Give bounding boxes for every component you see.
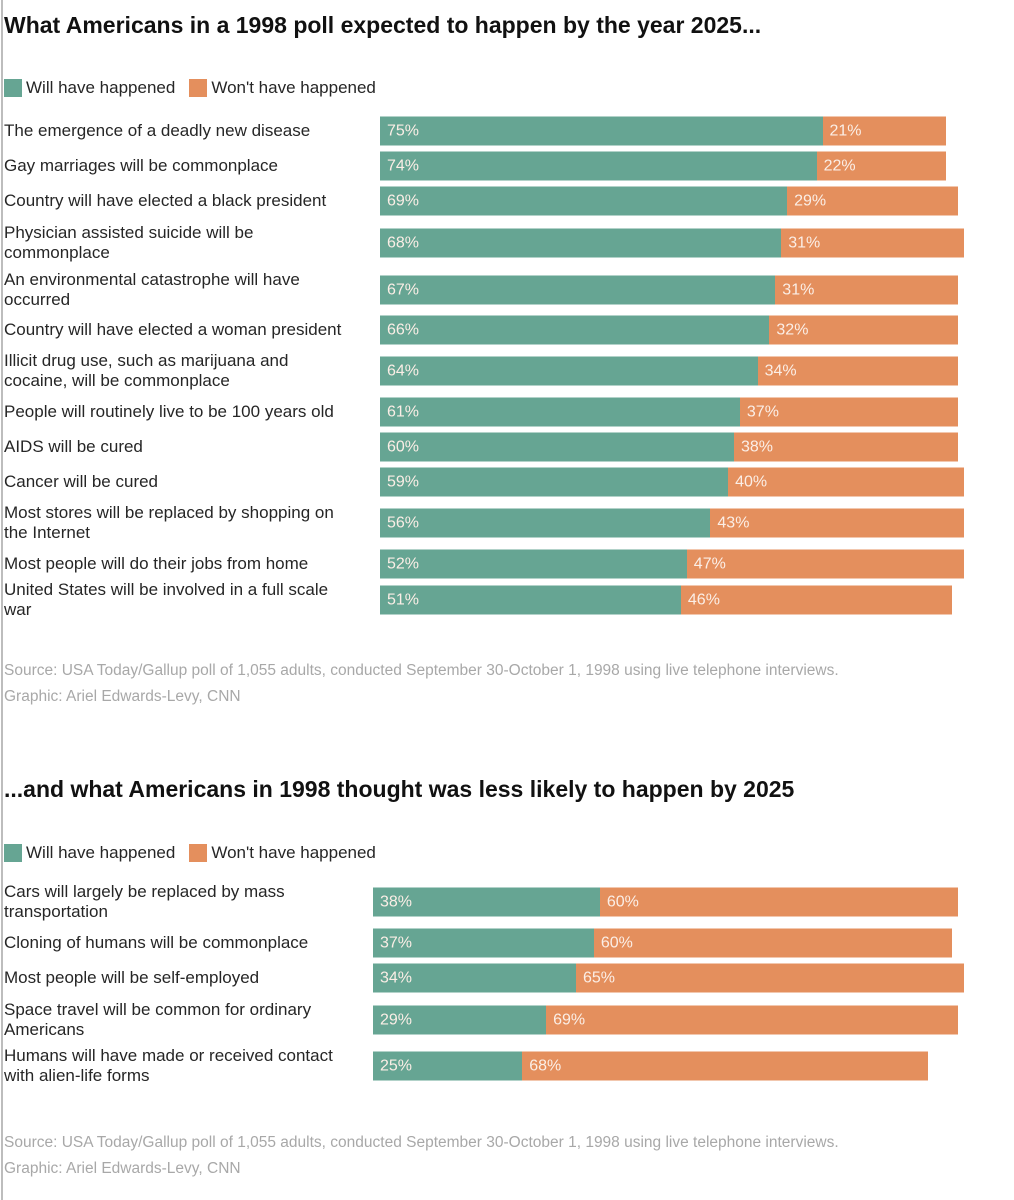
chart-title: ...and what Americans in 1998 thought wa… (4, 776, 795, 802)
bar-wont-have-happened: 38% (734, 432, 959, 462)
category-label: Illicit drug use, such as marijuana and … (4, 351, 289, 390)
legend-label: Won't have happened (211, 78, 376, 97)
category-label: AIDS will be cured (4, 437, 143, 456)
bar-will-have-happened: 25% (373, 1051, 523, 1081)
bar-wont-have-happened: 32% (769, 315, 959, 345)
category-label: Cancer will be cured (4, 472, 159, 491)
bar-will-have-happened: 75% (380, 116, 823, 146)
bar-wont-have-happened: 34% (757, 356, 959, 386)
chart-title: What Americans in a 1998 poll expected t… (4, 12, 762, 38)
bar-wont-have-happened: 21% (822, 116, 947, 146)
bar-will-have-happened: 34% (373, 963, 576, 993)
category-label: The emergence of a deadly new disease (4, 121, 311, 140)
bar-wont-have-happened: 37% (739, 397, 959, 427)
bar-will-have-happened: 69% (380, 186, 788, 216)
bar-wont-have-happened: 43% (710, 508, 965, 538)
category-label: Physician assisted suicide will be commo… (4, 223, 254, 262)
bar-wont-have-happened: 31% (781, 228, 965, 258)
credit-text: Graphic: Ariel Edwards-Levy, CNN (4, 1160, 241, 1177)
category-label: Country will have elected a black presid… (4, 191, 327, 210)
category-label: Most stores will be replaced by shopping… (4, 503, 334, 542)
legend: Will have happened Won't have happened (4, 843, 390, 863)
legend-swatch (4, 79, 22, 97)
bar-wont-have-happened: 69% (546, 1005, 959, 1035)
legend-item: Won't have happened (189, 843, 376, 863)
bar-wont-have-happened: 40% (728, 467, 965, 497)
bar-wont-have-happened: 60% (593, 928, 953, 958)
bar-will-have-happened: 51% (380, 585, 681, 615)
category-label: Country will have elected a woman presid… (4, 320, 342, 339)
bar-will-have-happened: 56% (380, 508, 711, 538)
credit-text: Graphic: Ariel Edwards-Levy, CNN (4, 688, 241, 705)
bar-wont-have-happened: 31% (775, 275, 959, 305)
source-note: Source: USA Today/Gallup poll of 1,055 a… (4, 658, 839, 710)
bar-wont-have-happened: 22% (816, 151, 947, 181)
bar-will-have-happened: 68% (380, 228, 782, 258)
source-note: Source: USA Today/Gallup poll of 1,055 a… (4, 1130, 839, 1182)
bar-wont-have-happened: 65% (575, 963, 965, 993)
legend-item: Won't have happened (189, 78, 376, 98)
category-label: Humans will have made or received contac… (4, 1046, 333, 1085)
bar-will-have-happened: 66% (380, 315, 770, 345)
bar-will-have-happened: 74% (380, 151, 817, 181)
category-label: United States will be involved in a full… (4, 580, 329, 619)
legend-item: Will have happened (4, 78, 175, 98)
category-label: An environmental catastrophe will have o… (4, 270, 300, 309)
bar-wont-have-happened: 60% (599, 887, 959, 917)
legend-label: Will have happened (26, 843, 176, 862)
legend-swatch (4, 844, 22, 862)
legend-item: Will have happened (4, 843, 175, 863)
legend-swatch (189, 844, 208, 862)
bar-will-have-happened: 67% (380, 275, 776, 305)
category-label: Cars will largely be replaced by mass tr… (4, 882, 285, 921)
bar-will-have-happened: 61% (380, 397, 740, 427)
category-label: Cloning of humans will be commonplace (4, 933, 309, 952)
bar-will-have-happened: 37% (373, 928, 594, 958)
legend-label: Won't have happened (211, 843, 376, 862)
category-label: Most people will be self-employed (4, 968, 260, 987)
bar-will-have-happened: 29% (373, 1005, 547, 1035)
legend-label: Will have happened (26, 78, 176, 97)
category-label: Space travel will be common for ordinary… (4, 1000, 312, 1039)
bar-will-have-happened: 52% (380, 549, 687, 579)
source-text: Source: USA Today/Gallup poll of 1,055 a… (4, 1134, 839, 1151)
left-border (1, 0, 3, 1200)
bar-wont-have-happened: 47% (686, 549, 965, 579)
legend: Will have happened Won't have happened (4, 78, 390, 98)
bar-will-have-happened: 60% (380, 432, 734, 462)
bar-wont-have-happened: 68% (522, 1051, 929, 1081)
category-label: Gay marriages will be commonplace (4, 156, 278, 175)
source-text: Source: USA Today/Gallup poll of 1,055 a… (4, 662, 839, 679)
legend-swatch (189, 79, 208, 97)
bar-wont-have-happened: 46% (680, 585, 953, 615)
bar-wont-have-happened: 29% (787, 186, 959, 216)
bar-will-have-happened: 64% (380, 356, 758, 386)
bar-will-have-happened: 38% (373, 887, 600, 917)
category-label: Most people will do their jobs from home (4, 554, 309, 573)
bar-will-have-happened: 59% (380, 467, 729, 497)
category-label: People will routinely live to be 100 yea… (4, 402, 334, 421)
